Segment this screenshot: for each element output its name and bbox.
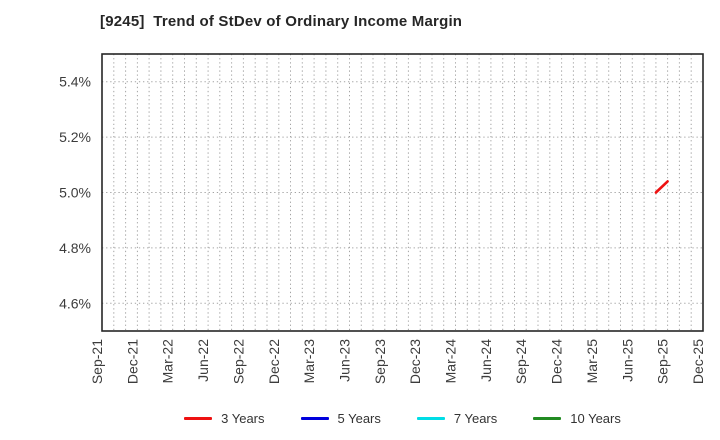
y-tick-label: 5.0% xyxy=(59,185,91,201)
x-tick-label: Dec-23 xyxy=(407,339,423,384)
legend-item-7-years: 7 Years xyxy=(416,410,498,426)
legend-line-swatch-3-years xyxy=(184,416,213,420)
x-tick-label: Dec-25 xyxy=(690,339,706,384)
legend-label-5-years: 5 Years xyxy=(337,410,381,426)
x-tick-label: Mar-25 xyxy=(584,339,600,384)
legend: 3 Years 5 Years 7 Years 10 Years xyxy=(102,406,703,430)
x-tick-label: Sep-25 xyxy=(655,339,671,384)
x-tick-label: Dec-22 xyxy=(266,339,282,384)
legend-item-5-years: 5 Years xyxy=(300,410,381,426)
legend-item-10-years: 10 Years xyxy=(533,411,621,426)
y-tick-label: 5.4% xyxy=(59,74,91,90)
legend-line-swatch-5-years xyxy=(300,416,329,420)
x-tick-label: Jun-24 xyxy=(478,339,494,382)
x-tick-label: Dec-24 xyxy=(549,339,565,384)
y-tick-label: 5.2% xyxy=(59,129,91,145)
x-tick-label: Dec-21 xyxy=(124,339,140,384)
x-tick-label: Mar-24 xyxy=(443,339,459,384)
y-tick-label: 4.6% xyxy=(59,295,91,311)
legend-label-10-years: 10 Years xyxy=(570,410,621,426)
series-line-3-years xyxy=(654,180,669,194)
x-tick-label: Mar-22 xyxy=(160,339,176,384)
x-tick-label: Jun-25 xyxy=(619,339,635,382)
series-lines xyxy=(654,180,669,194)
x-tick-label: Sep-24 xyxy=(513,339,529,384)
x-tick-label: Mar-23 xyxy=(301,339,317,384)
legend-label-7-years: 7 Years xyxy=(453,410,498,426)
x-tick-label: Jun-23 xyxy=(337,339,353,382)
legend-line-swatch-7-years xyxy=(416,416,445,420)
legend-label-3-years: 3 Years xyxy=(221,410,265,426)
x-tick-label: Sep-22 xyxy=(230,339,246,384)
vertical-gridlines xyxy=(113,54,692,331)
x-axis-tick-labels: Sep-21 Dec-21 Mar-22 Jun-22 Sep-22 Dec-22 Mar-… xyxy=(89,339,706,384)
y-axis-tick-labels: 4.6% 4.8% 5.0% 5.2% 5.4% xyxy=(59,74,91,312)
legend-item-3-years: 3 Years xyxy=(184,410,265,426)
plot-border xyxy=(101,53,704,332)
x-tick-label: Jun-22 xyxy=(195,339,211,382)
chart-title: [9245] Trend of StDev of Ordinary Income… xyxy=(100,13,463,30)
y-tick-label: 4.8% xyxy=(59,240,91,256)
legend-line-swatch-10-years xyxy=(533,416,562,420)
x-tick-label: Sep-23 xyxy=(372,339,388,384)
x-tick-label: Sep-21 xyxy=(89,339,105,384)
horizontal-gridlines xyxy=(102,81,703,304)
